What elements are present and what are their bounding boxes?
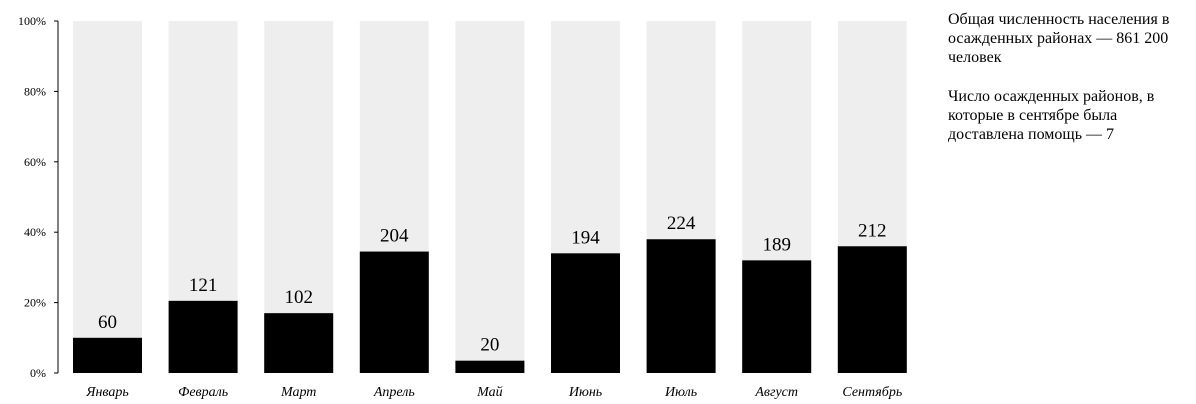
data-label: 121 — [189, 275, 218, 296]
data-label: 20 — [480, 335, 499, 356]
bar — [73, 337, 142, 373]
data-label: 60 — [98, 312, 117, 333]
bar — [837, 246, 907, 373]
x-tick-label: Июнь — [568, 385, 602, 400]
bar-chart: 0% 20% 40% 60% 80% 100% 60 Январь 121 Февраль 102… — [18, 14, 907, 400]
y-tick-label: 20% — [24, 296, 46, 310]
bar — [551, 253, 620, 373]
x-tick-label: Март — [280, 385, 316, 400]
bar — [168, 300, 238, 373]
x-tick-label: Февраль — [178, 385, 228, 400]
y-tick-label: 60% — [24, 155, 46, 169]
data-label: 102 — [284, 287, 313, 308]
bar — [646, 239, 716, 373]
bar-background — [455, 21, 525, 373]
data-label: 224 — [667, 213, 696, 234]
x-tick-label: Январь — [85, 385, 129, 400]
bar — [742, 260, 812, 373]
y-tick-label: 40% — [24, 225, 46, 239]
x-tick-label: Июль — [664, 385, 697, 400]
bars: 60 Январь 121 Февраль 102 Март 204 Апрель 20 Май 1… — [73, 21, 907, 400]
x-tick-label: Апрель — [373, 385, 415, 400]
data-label: 212 — [858, 220, 887, 241]
data-label: 189 — [762, 234, 791, 255]
bar — [359, 251, 429, 373]
note-population: Общая численность населения в осажденных… — [948, 11, 1170, 66]
data-label: 194 — [571, 227, 600, 248]
bar — [264, 313, 334, 373]
y-tick-label: 100% — [18, 14, 46, 28]
bar — [455, 360, 525, 373]
x-tick-label: Август — [754, 385, 798, 400]
y-tick-label: 0% — [30, 366, 46, 380]
bar-background — [73, 21, 142, 373]
x-tick-label: Сентябрь — [842, 385, 902, 400]
x-tick-label: Май — [476, 385, 502, 400]
notes-panel: Общая численность населения в осажденных… — [948, 10, 1196, 164]
y-axis: 0% 20% 40% 60% 80% 100% — [18, 14, 59, 380]
note-districts-aided: Число осажденных районов, в которые в се… — [948, 88, 1155, 143]
data-label: 204 — [380, 226, 409, 247]
y-tick-label: 80% — [24, 84, 46, 98]
